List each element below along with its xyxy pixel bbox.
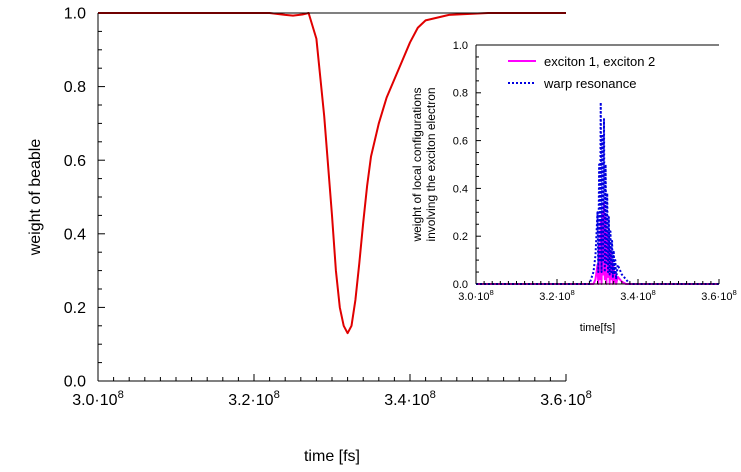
x-tick-label: 3.2·108 [539,288,574,303]
y-tick-label: 0.0 [64,374,86,391]
legend: exciton 1, exciton 2 warp resonance [508,54,655,91]
y-tick-label: 0.4 [453,183,468,195]
inset-background [420,27,741,336]
x-tick-label: 3.0·108 [72,389,124,409]
y-tick-label: 0.2 [453,231,468,243]
y-tick-label: 1.0 [64,6,86,23]
legend-label-2: warp resonance [543,76,637,91]
y-tick-label: 0.8 [453,88,468,100]
y-tick-label: 0.4 [64,226,86,243]
y-tick-label: 0.6 [453,135,468,147]
y-tick-label: 1.0 [453,40,468,52]
legend-label-1: exciton 1, exciton 2 [544,54,655,69]
y-axis-label: weight of beable [27,139,44,257]
x-tick-label: 3.0·108 [458,288,493,303]
y-tick-label: 0.0 [453,279,468,291]
x-tick-label: 3.6·108 [540,389,592,409]
x-axis-label: time[fs] [580,322,615,334]
y-axis-label-line-2: involving the exciton electron [424,87,438,241]
main-chart: 0.0 0.2 0.4 0.6 0.8 1.0 3.0·108 3.2·108 3.4·108 3… [27,6,592,465]
x-tick-label: 3.2·108 [228,389,280,409]
x-tick-label: 3.6·108 [701,288,736,303]
series-line-2 [476,101,719,285]
x-tick-label: 3.4·108 [384,389,436,409]
x-axis-label: time [fs] [304,448,360,465]
y-axis-label-line-1: weight of local configurations [410,87,424,242]
y-tick-label: 0.2 [64,300,86,317]
inset-chart: 0.0 0.2 0.4 0.6 0.8 1.0 3.0·108 3.2·108 3.4·108 3… [410,27,741,336]
x-tick-label: 3.4·108 [620,288,655,303]
y-tick-label: 0.8 [64,79,86,96]
y-tick-label: 0.6 [64,153,86,170]
